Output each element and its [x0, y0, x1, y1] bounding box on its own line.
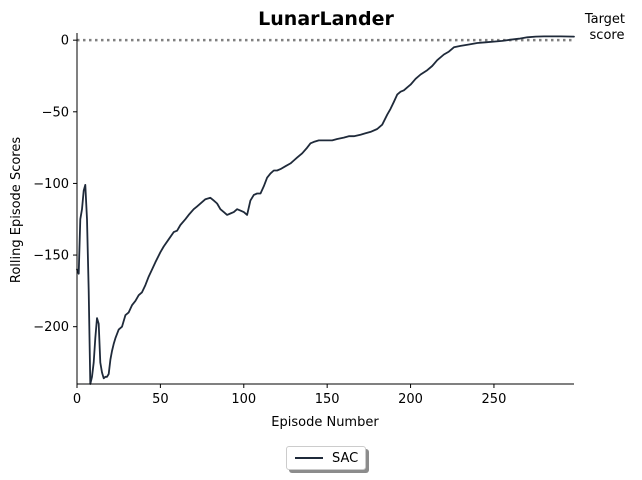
y-tick-label: −200: [33, 320, 69, 335]
x-tick-label: 100: [231, 392, 256, 407]
x-tick-label: 200: [398, 392, 423, 407]
target-label: Target score: [584, 12, 629, 43]
target-label-line2: score: [590, 28, 625, 43]
target-label-line1: Target: [584, 12, 625, 27]
legend-swatch-sac: [295, 457, 323, 459]
y-tick-label: 0: [61, 34, 69, 49]
series-group: [76, 35, 575, 385]
x-ticks: 0 50 100 150 200 250: [73, 384, 507, 407]
axes: [76, 33, 574, 385]
x-axis-label: Episode Number: [271, 415, 379, 430]
series-line-sac: [76, 35, 575, 385]
y-ticks: 0 −50 −100 −150 −200: [33, 34, 77, 335]
y-tick-label: −100: [33, 177, 69, 192]
x-tick-label: 250: [482, 392, 507, 407]
y-axis-label: Rolling Episode Scores: [9, 137, 24, 283]
y-tick-label: −50: [42, 105, 69, 120]
x-tick-label: 150: [315, 392, 340, 407]
legend: SAC: [286, 446, 366, 470]
legend-label-sac: SAC: [332, 450, 359, 466]
x-tick-label: 50: [152, 392, 169, 407]
y-tick-label: −150: [33, 249, 69, 264]
x-tick-label: 0: [73, 392, 81, 407]
chart-title: LunarLander: [258, 8, 394, 30]
